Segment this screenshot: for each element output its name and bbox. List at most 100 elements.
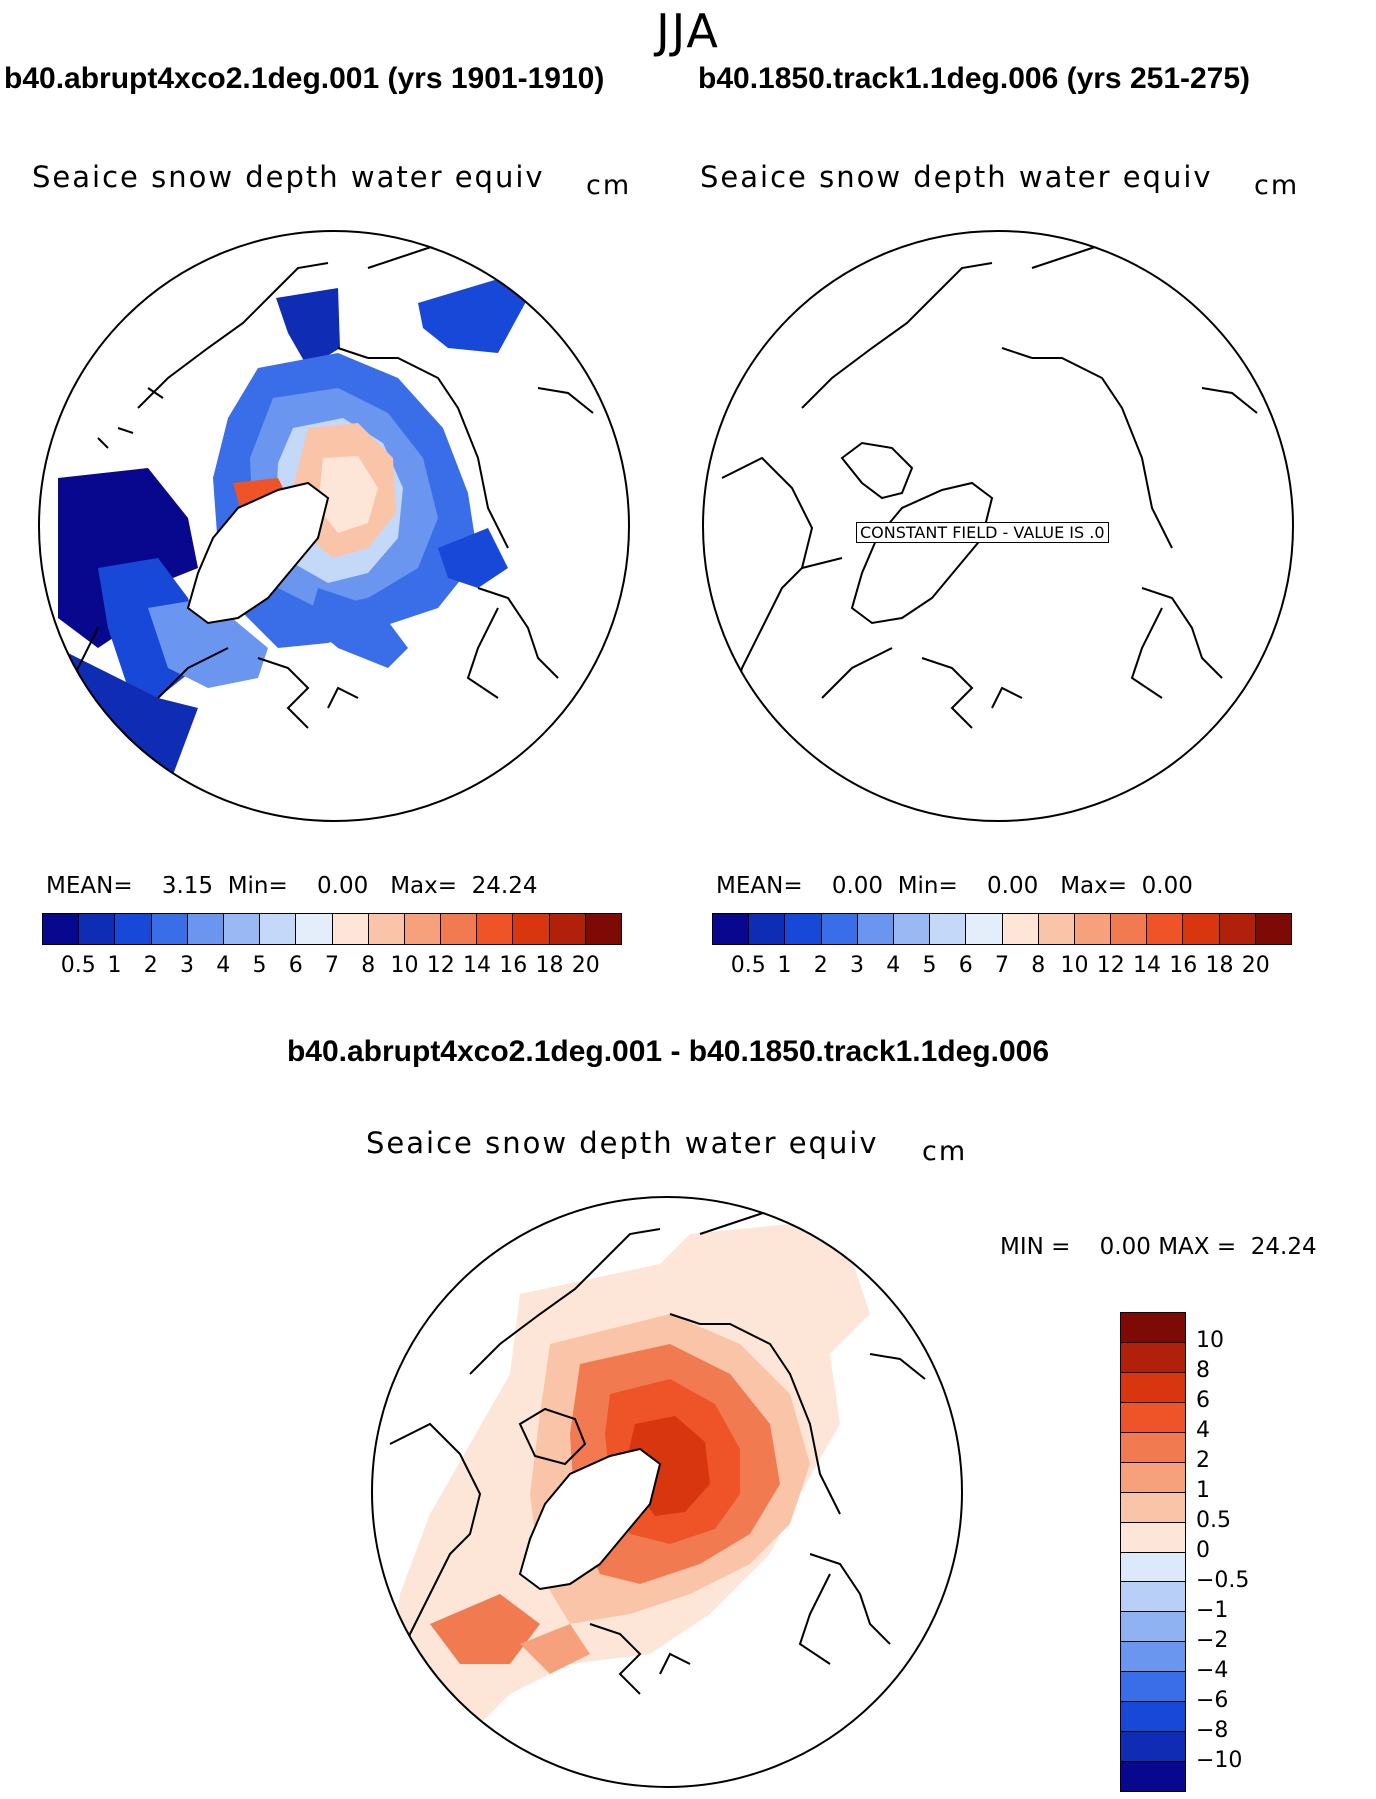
right-colorbar-tick-label: 14 [1133, 953, 1161, 978]
left-colorbar-swatch [222, 914, 260, 944]
diff-min-label: MIN = [1000, 1234, 1071, 1260]
left-colorbar-swatch [548, 914, 585, 944]
right-colorbar-swatch [1110, 914, 1147, 944]
right-max-label: Max= [1060, 873, 1128, 899]
diff-colorbar-swatch [1121, 1731, 1185, 1762]
right-colorbar-tick-label: 1 [777, 953, 792, 978]
right-colorbar-tick-label: 6 [958, 953, 973, 978]
right-colorbar-swatch [1073, 914, 1111, 944]
right-max-value: 0.00 [1141, 873, 1193, 899]
diff-colorbar-tick-label: −8 [1196, 1718, 1229, 1743]
left-mean-value: 3.15 [161, 873, 214, 899]
left-colorbar-swatch [78, 914, 115, 944]
left-colorbar-swatch [150, 914, 187, 944]
diff-colorbar-swatch [1121, 1401, 1185, 1432]
diff-variable-title: Seaice snow depth water equiv [366, 1126, 879, 1160]
left-colorbar-swatch [295, 914, 332, 944]
left-colorbar-tick-label: 5 [252, 953, 267, 978]
diff-colorbar-swatch [1121, 1701, 1185, 1732]
left-map-border [38, 230, 630, 822]
diff-colorbar-tick-label: 1 [1196, 1478, 1210, 1503]
left-colorbar-tick-label: 10 [390, 953, 419, 978]
right-colorbar-tick-label: 7 [995, 953, 1009, 978]
right-colorbar-tick-label: 16 [1169, 953, 1198, 978]
right-colorbar-swatch [1254, 914, 1291, 944]
right-colorbar-swatch [1218, 914, 1255, 944]
left-max-label: Max= [390, 873, 458, 899]
diff-colorbar-swatch [1121, 1611, 1185, 1642]
left-colorbar-tick-label: 6 [288, 953, 303, 978]
diff-colorbar-tick-label: 10 [1196, 1328, 1224, 1353]
left-colorbar-swatch [186, 914, 223, 944]
left-colorbar-tick-label: 18 [535, 953, 564, 978]
left-colorbar-swatch [367, 914, 404, 944]
diff-min-value: 0.00 [1099, 1234, 1151, 1260]
diff-colorbar-tick-label: −0.5 [1196, 1568, 1250, 1593]
right-polar-map [702, 230, 1294, 822]
right-coastlines [721, 237, 1258, 749]
left-colorbar-tick-label: 16 [499, 953, 528, 978]
diff-colorbar-swatch [1121, 1431, 1185, 1462]
diff-units: cm [922, 1136, 968, 1167]
diff-colorbar-swatch [1121, 1521, 1185, 1552]
diff-map-border [371, 1196, 963, 1788]
right-colorbar-swatch [892, 914, 930, 944]
left-colorbar [42, 913, 622, 945]
left-min-label: Min= [227, 873, 288, 899]
right-colorbar-swatch [713, 914, 749, 944]
diff-max-value: 24.24 [1250, 1234, 1317, 1260]
left-colorbar-tick-label: 3 [180, 953, 194, 978]
diff-colorbar-swatch [1121, 1491, 1185, 1522]
left-colorbar-swatch [114, 914, 151, 944]
diff-colorbar-swatch [1121, 1341, 1185, 1372]
right-colorbar-swatch [1001, 914, 1038, 944]
right-colorbar-swatch [748, 914, 785, 944]
diff-colorbar-tick-label: 0.5 [1196, 1508, 1231, 1533]
right-variable-title: Seaice snow depth water equiv [700, 160, 1213, 194]
diff-stats: MIN = 0.00 MAX = 24.24 [1000, 1234, 1317, 1260]
diff-colorbar-swatch [1121, 1671, 1185, 1702]
left-colorbar-tick-label: 12 [426, 953, 455, 978]
right-map-border [702, 230, 1294, 822]
right-mean-value: 0.00 [831, 873, 884, 899]
diff-colorbar-tick-label: 0 [1196, 1538, 1210, 1563]
right-min-label: Min= [897, 873, 958, 899]
right-colorbar-swatch [1146, 914, 1183, 944]
left-colorbar-swatch [403, 914, 441, 944]
right-min-value: 0.00 [987, 873, 1039, 899]
left-run-title: b40.abrupt4xco2.1deg.001 (yrs 1901-1910) [4, 62, 605, 95]
diff-colorbar-swatch [1121, 1761, 1185, 1791]
diff-colorbar-swatch [1121, 1581, 1185, 1612]
right-stats: MEAN= 0.00 Min= 0.00 Max= 0.00 [716, 873, 1193, 899]
right-colorbar-tick-label: 20 [1241, 953, 1270, 978]
right-colorbar-tick-label: 3 [850, 953, 864, 978]
right-colorbar-tick-label: 5 [922, 953, 937, 978]
right-colorbar-tick-label: 18 [1205, 953, 1234, 978]
diff-colorbar-tick-label: −6 [1196, 1688, 1229, 1713]
diff-colorbar-labels: 10 8 6 4 2 1 0.5 0 −0.5 −1 −2 −4 −6 −8 −10 [1196, 1312, 1316, 1792]
right-colorbar-tick-label: 12 [1096, 953, 1125, 978]
right-colorbar [712, 913, 1292, 945]
difference-title: b40.abrupt4xco2.1deg.001 - b40.1850.trac… [286, 1035, 1050, 1068]
diff-colorbar-tick-label: −4 [1196, 1658, 1229, 1683]
left-colorbar-swatch [331, 914, 368, 944]
left-colorbar-swatch [512, 914, 549, 944]
left-units: cm [586, 170, 632, 201]
right-colorbar-swatch [1182, 914, 1219, 944]
diff-colorbar-swatch [1121, 1461, 1185, 1492]
diff-colorbar-tick-label: 6 [1196, 1388, 1210, 1413]
right-colorbar-tick-label: 0.5 [730, 953, 766, 978]
left-coastlines [66, 237, 594, 749]
diff-colorbar-swatch [1121, 1641, 1185, 1672]
diff-colorbar-tick-label: −1 [1196, 1598, 1229, 1623]
right-colorbar-swatch [965, 914, 1002, 944]
constant-field-note: CONSTANT FIELD - VALUE IS .0 [856, 522, 1109, 543]
right-colorbar-tick-label: 8 [1031, 953, 1046, 978]
left-variable-title: Seaice snow depth water equiv [32, 160, 545, 194]
right-mean-label: MEAN= [716, 873, 803, 899]
left-colorbar-tick-label: 14 [463, 953, 491, 978]
diff-colorbar-swatch [1121, 1371, 1185, 1402]
left-polar-map [38, 230, 630, 822]
left-colorbar-tick-label: 1 [107, 953, 122, 978]
left-stats: MEAN= 3.15 Min= 0.00 Max= 24.24 [46, 873, 538, 899]
